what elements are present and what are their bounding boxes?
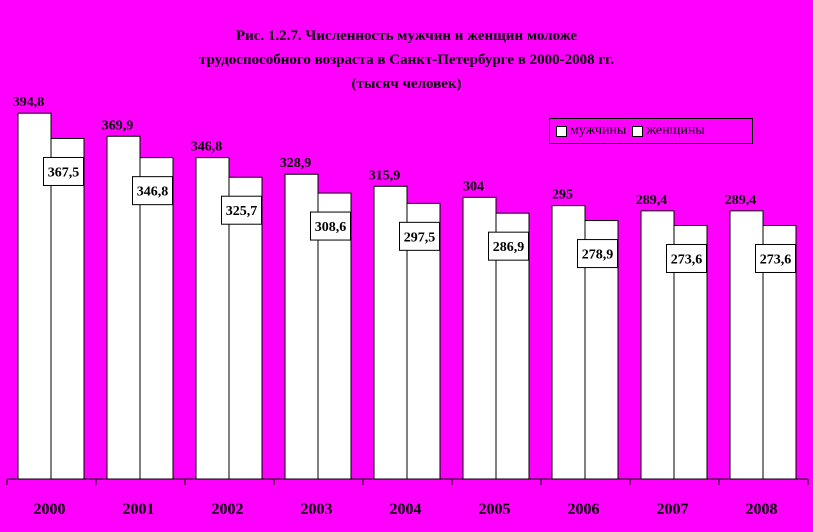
data-label-women-2007: 273,6 (671, 252, 703, 267)
chart-title-line-3: (тысяч человек) (351, 76, 462, 92)
legend: мужчины женщины (549, 118, 753, 144)
data-label-women-2008: 273,6 (760, 252, 792, 267)
data-label-women-2004: 297,5 (404, 230, 436, 245)
data-label-men-2003: 328,9 (280, 156, 312, 171)
data-label-box-women-2000 (43, 156, 84, 186)
data-label-men-2002: 346,8 (191, 140, 223, 155)
data-label-men-2004: 315,9 (369, 168, 401, 183)
data-label-men-2006: 295 (552, 188, 573, 203)
legend-label-men: мужчины (570, 123, 627, 138)
chart-title-line-2: трудоспособного возраста в Санкт-Петербу… (198, 52, 615, 68)
data-label-box-women-2005 (488, 231, 529, 261)
data-label-women-2003: 308,6 (315, 220, 347, 235)
bar-women-2000 (50, 137, 85, 480)
chart-title-line-1: Рис. 1.2.7. Численность мужчин и женщин … (235, 28, 578, 44)
data-label-box-women-2004 (399, 221, 440, 251)
data-label-men-2001: 369,9 (102, 118, 134, 133)
bar-women-2001 (139, 157, 174, 480)
data-label-women-2000: 367,5 (48, 165, 80, 180)
chart-title: Рис. 1.2.7. Численность мужчин и женщин … (0, 24, 813, 96)
data-label-box-women-2003 (310, 211, 351, 241)
data-label-box-women-2008 (755, 243, 796, 273)
data-label-women-2002: 325,7 (226, 204, 258, 219)
data-label-men-2005: 304 (463, 179, 484, 194)
x-tick-label-2002: 2002 (212, 501, 244, 518)
x-tick-label-2000: 2000 (34, 501, 66, 518)
data-label-women-2001: 346,8 (137, 185, 169, 200)
x-tick-label-2006: 2006 (568, 501, 600, 518)
legend-entry-men: мужчины (556, 123, 626, 139)
data-label-men-2008: 289,4 (725, 193, 757, 208)
legend-label-women: женщины (646, 123, 705, 138)
x-tick-label-2008: 2008 (746, 501, 778, 518)
x-tick-label-2003: 2003 (301, 501, 333, 518)
data-label-men-2007: 289,4 (636, 193, 668, 208)
legend-entry-women: женщины (632, 123, 705, 139)
bar-women-2003 (317, 192, 352, 480)
bar-women-2002 (228, 176, 263, 480)
data-label-women-2005: 286,9 (493, 240, 525, 255)
data-label-women-2006: 278,9 (582, 248, 614, 263)
data-label-box-women-2007 (666, 243, 707, 273)
data-label-box-women-2002 (221, 195, 262, 225)
data-label-men-2000: 394,8 (13, 95, 45, 110)
x-tick-label-2007: 2007 (657, 501, 689, 518)
legend-swatch-men (556, 125, 567, 137)
data-label-box-women-2001 (132, 176, 173, 206)
legend-swatch-women (632, 125, 644, 137)
x-tick-label-2005: 2005 (479, 501, 511, 518)
x-tick-label-2001: 2001 (123, 501, 155, 518)
x-tick-label-2004: 2004 (390, 501, 422, 518)
data-label-box-women-2006 (577, 239, 618, 269)
